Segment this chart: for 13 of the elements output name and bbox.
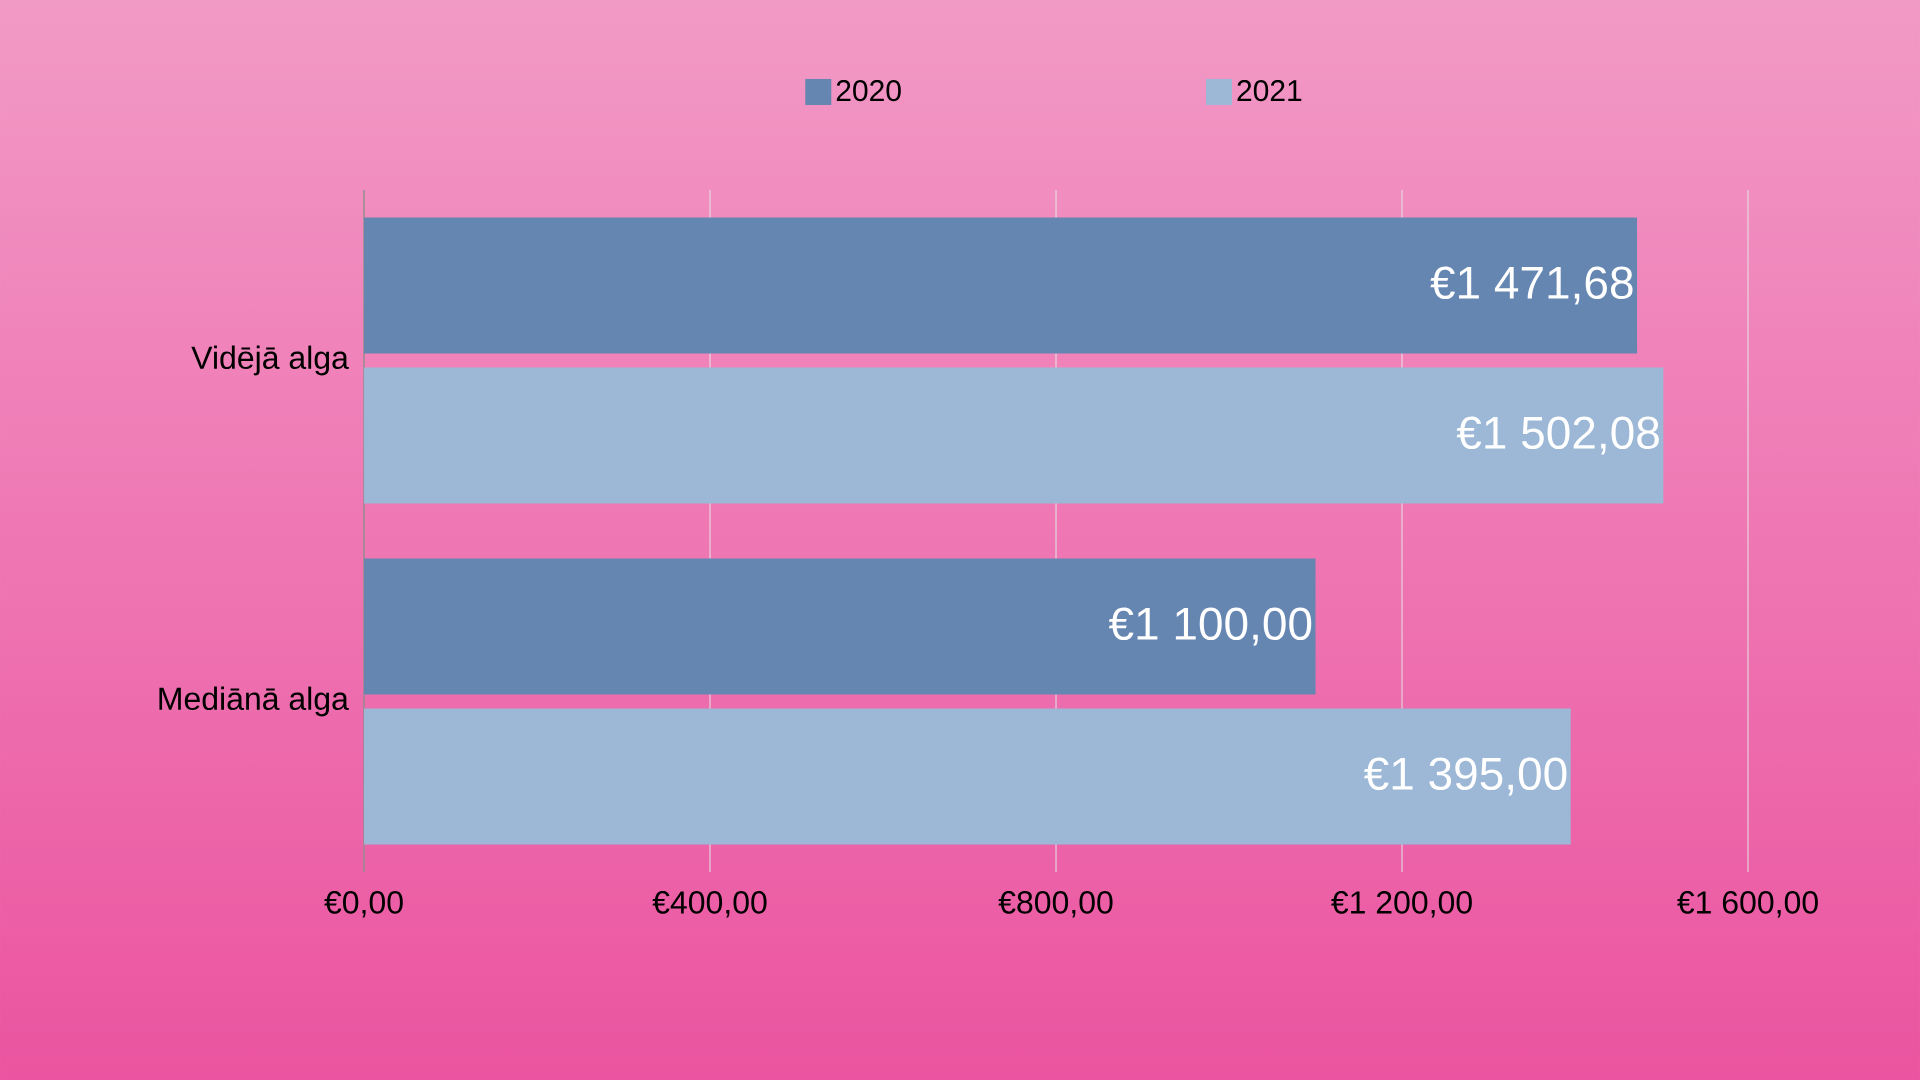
x-tick-label: €1 200,00 [1331, 891, 1472, 918]
data-label: €1 100,00 [1108, 607, 1312, 646]
x-tick-label: €0,00 [324, 891, 403, 918]
legend-label: 2021 [1237, 80, 1302, 102]
x-tick-label: €1 600,00 [1677, 891, 1818, 918]
data-label: €1 502,08 [1456, 416, 1659, 455]
x-tick-label: €800,00 [998, 891, 1113, 918]
x-tick-label: €400,00 [652, 891, 767, 918]
y-tick-label: Mediānā alga [159, 686, 349, 717]
data-label: €1 471,68 [1430, 266, 1633, 305]
y-tick-label: Vidējā alga [191, 345, 349, 376]
data-label: €1 395,00 [1363, 757, 1567, 796]
legend-label: 2020 [836, 80, 901, 102]
